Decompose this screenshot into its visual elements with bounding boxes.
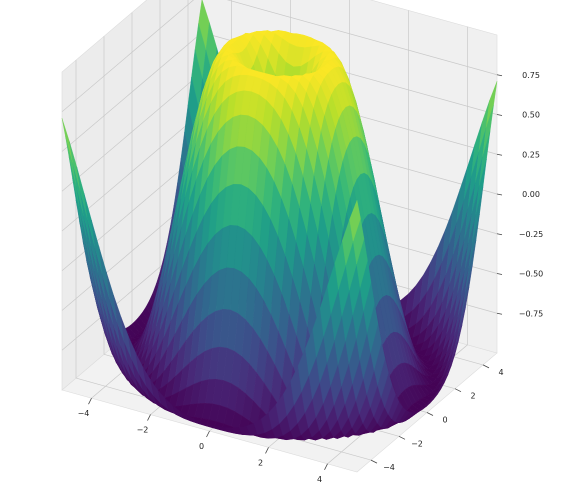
- z-tick-label: −0.50: [519, 270, 544, 279]
- x-tick-label: −4: [78, 409, 90, 418]
- z-tick-label: −0.25: [519, 230, 544, 239]
- x-tick-label: −2: [137, 426, 149, 435]
- z-tick: [496, 153, 503, 156]
- z-tick-label: 0.50: [522, 111, 540, 120]
- z-tick-label: 0.75: [522, 71, 540, 80]
- surface-mesh: [61, 0, 498, 441]
- axis-ticks: −4 −2 0 2 4 −4 −2 0 2 4 −0.75 −0.50 −0.25 0.00 0.25 0.5…: [78, 71, 544, 484]
- x-tick-label: 0: [199, 442, 204, 451]
- z-tick-label: 0.25: [522, 150, 540, 159]
- y-tick-label: −2: [411, 439, 423, 448]
- y-tick-label: −4: [383, 463, 395, 472]
- z-tick-label: −0.75: [519, 309, 544, 318]
- x-tick: [265, 447, 269, 454]
- z-gridline-left: [61, 0, 195, 113]
- z-gridline-left: [61, 32, 203, 152]
- x-tick: [147, 414, 151, 421]
- surface-patch: [349, 199, 361, 242]
- y-tick: [398, 435, 406, 440]
- x-tick: [88, 398, 92, 405]
- y-tick-label: 0: [442, 416, 447, 425]
- x-tick: [324, 463, 328, 470]
- x-tick-label: 4: [317, 475, 322, 484]
- y-tick-label: 2: [470, 392, 475, 401]
- z-tick: [496, 114, 503, 116]
- y-tick: [426, 412, 434, 416]
- z-tick: [496, 273, 503, 275]
- y-tick: [454, 388, 462, 393]
- y-tick: [482, 364, 490, 369]
- z-tick: [496, 193, 503, 196]
- z-gridline-left: [61, 71, 203, 192]
- y-tick-label: 4: [498, 368, 503, 377]
- y-tick: [370, 459, 378, 464]
- z-tick: [496, 74, 503, 77]
- x-tick-label: 2: [258, 458, 263, 467]
- x-tick: [206, 430, 210, 438]
- z-tick: [496, 312, 503, 315]
- z-tick-label: 0.00: [522, 190, 540, 199]
- z-gridline-back: [226, 0, 498, 76]
- z-tick: [496, 233, 503, 236]
